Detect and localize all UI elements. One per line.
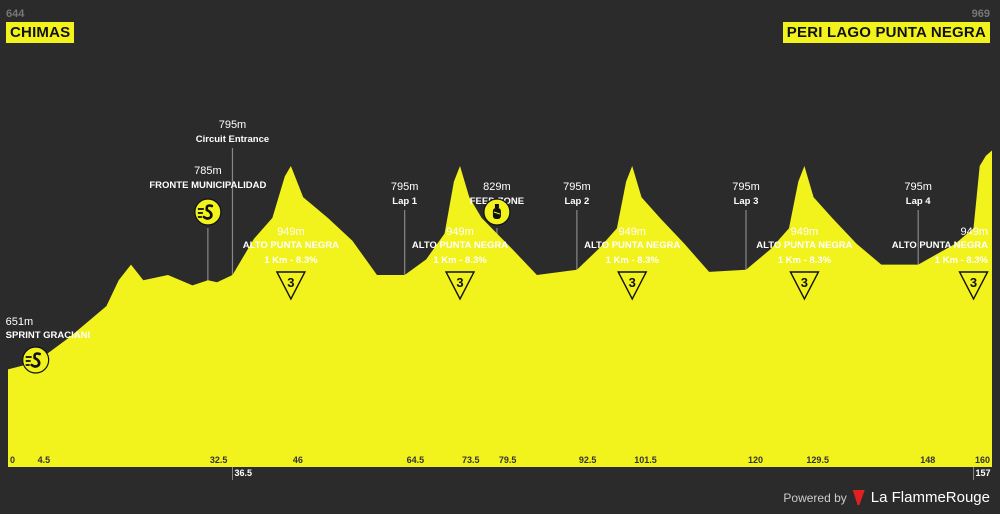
marker-name: ALTO PUNTA NEGRA (584, 240, 680, 251)
climb-category-label: 3 (287, 275, 294, 290)
sprint-icon (194, 198, 222, 226)
climb-stats: 1 Km - 8.3% (935, 255, 989, 266)
km-tick-label: 46 (293, 455, 303, 465)
marker-name: ALTO PUNTA NEGRA (756, 240, 852, 251)
marker-name: Lap 4 (906, 196, 932, 207)
km-tick-label: 160 (975, 455, 990, 465)
marker-name: ALTO PUNTA NEGRA (892, 240, 988, 251)
climb-category-label: 3 (801, 275, 808, 290)
climb-stats: 1 Km - 8.3% (778, 255, 832, 266)
elevation-profile-area (8, 150, 992, 467)
climb-stats: 1 Km - 8.3% (606, 255, 660, 266)
powered-by-label: Powered by (783, 490, 847, 505)
start-point: 644 CHIMAS (6, 8, 75, 43)
climb-category-label: 3 (970, 275, 977, 290)
marker-elevation: 795m (904, 181, 932, 193)
climb-stats: 1 Km - 8.3% (433, 255, 487, 266)
marker-name: ALTO PUNTA NEGRA (412, 240, 508, 251)
brand-name: La FlammeRouge (870, 489, 990, 506)
marker-elevation: 795m (219, 119, 247, 131)
start-elevation: 644 (6, 8, 25, 20)
marker-elevation: 829m (483, 181, 511, 193)
marker-elevation: 949m (791, 226, 819, 238)
marker-elevation: 949m (960, 226, 988, 238)
climb-category-label: 3 (629, 275, 636, 290)
marker-name: Lap 1 (392, 196, 418, 207)
marker-elevation: 949m (618, 226, 646, 238)
marker-name: SPRINT GRACIANI (6, 330, 90, 341)
km-tick-label: 92.5 (579, 455, 597, 465)
marker-name: Circuit Entrance (196, 134, 269, 145)
climb-category-label: 3 (456, 275, 463, 290)
km-tick-label: 0 (10, 455, 15, 465)
km-tick-label: 157 (976, 468, 991, 478)
marker-elevation: 785m (194, 165, 222, 177)
km-tick-label: 73.5 (462, 455, 480, 465)
finish-point: 969 PERI LAGO PUNTA NEGRA (782, 8, 990, 43)
climb-category-icon: 3 (275, 271, 307, 301)
feed-zone-icon (483, 198, 511, 226)
km-tick-label: 64.5 (407, 455, 425, 465)
sprint-icon (22, 346, 50, 374)
marker-elevation: 949m (277, 226, 305, 238)
km-tick-label: 4.5 (38, 455, 51, 465)
km-tick-label: 101.5 (634, 455, 657, 465)
climb-stats: 1 Km - 8.3% (264, 255, 318, 266)
km-tick-label: 79.5 (499, 455, 517, 465)
km-tick-label: 129.5 (806, 455, 829, 465)
marker-elevation: 795m (391, 181, 419, 193)
climb-category-icon: 3 (617, 271, 648, 301)
start-name: CHIMAS (6, 22, 75, 43)
km-tick-label: 148 (920, 455, 935, 465)
marker-elevation: 651m (6, 316, 34, 328)
climb-category-icon: 3 (958, 271, 989, 301)
flamme-rouge-logo-icon (852, 490, 865, 505)
marker-name: Lap 2 (564, 196, 589, 207)
climb-category-icon: 3 (444, 271, 476, 301)
marker-name: FRONTE MUNICIPALIDAD (149, 180, 266, 191)
km-tick-label: 120 (748, 455, 763, 465)
footer: Powered by La FlammeRouge (783, 489, 990, 506)
marker-elevation: 795m (563, 181, 591, 193)
marker-name: ALTO PUNTA NEGRA (243, 240, 339, 251)
marker-elevation: 795m (732, 181, 760, 193)
finish-elevation: 969 (971, 8, 990, 20)
km-tick-label: 36.5 (234, 468, 252, 478)
marker-elevation: 949m (446, 226, 474, 238)
climb-category-icon: 3 (789, 271, 820, 301)
finish-name: PERI LAGO PUNTA NEGRA (782, 22, 990, 43)
km-tick-label: 32.5 (210, 455, 228, 465)
marker-name: Lap 3 (734, 196, 759, 207)
